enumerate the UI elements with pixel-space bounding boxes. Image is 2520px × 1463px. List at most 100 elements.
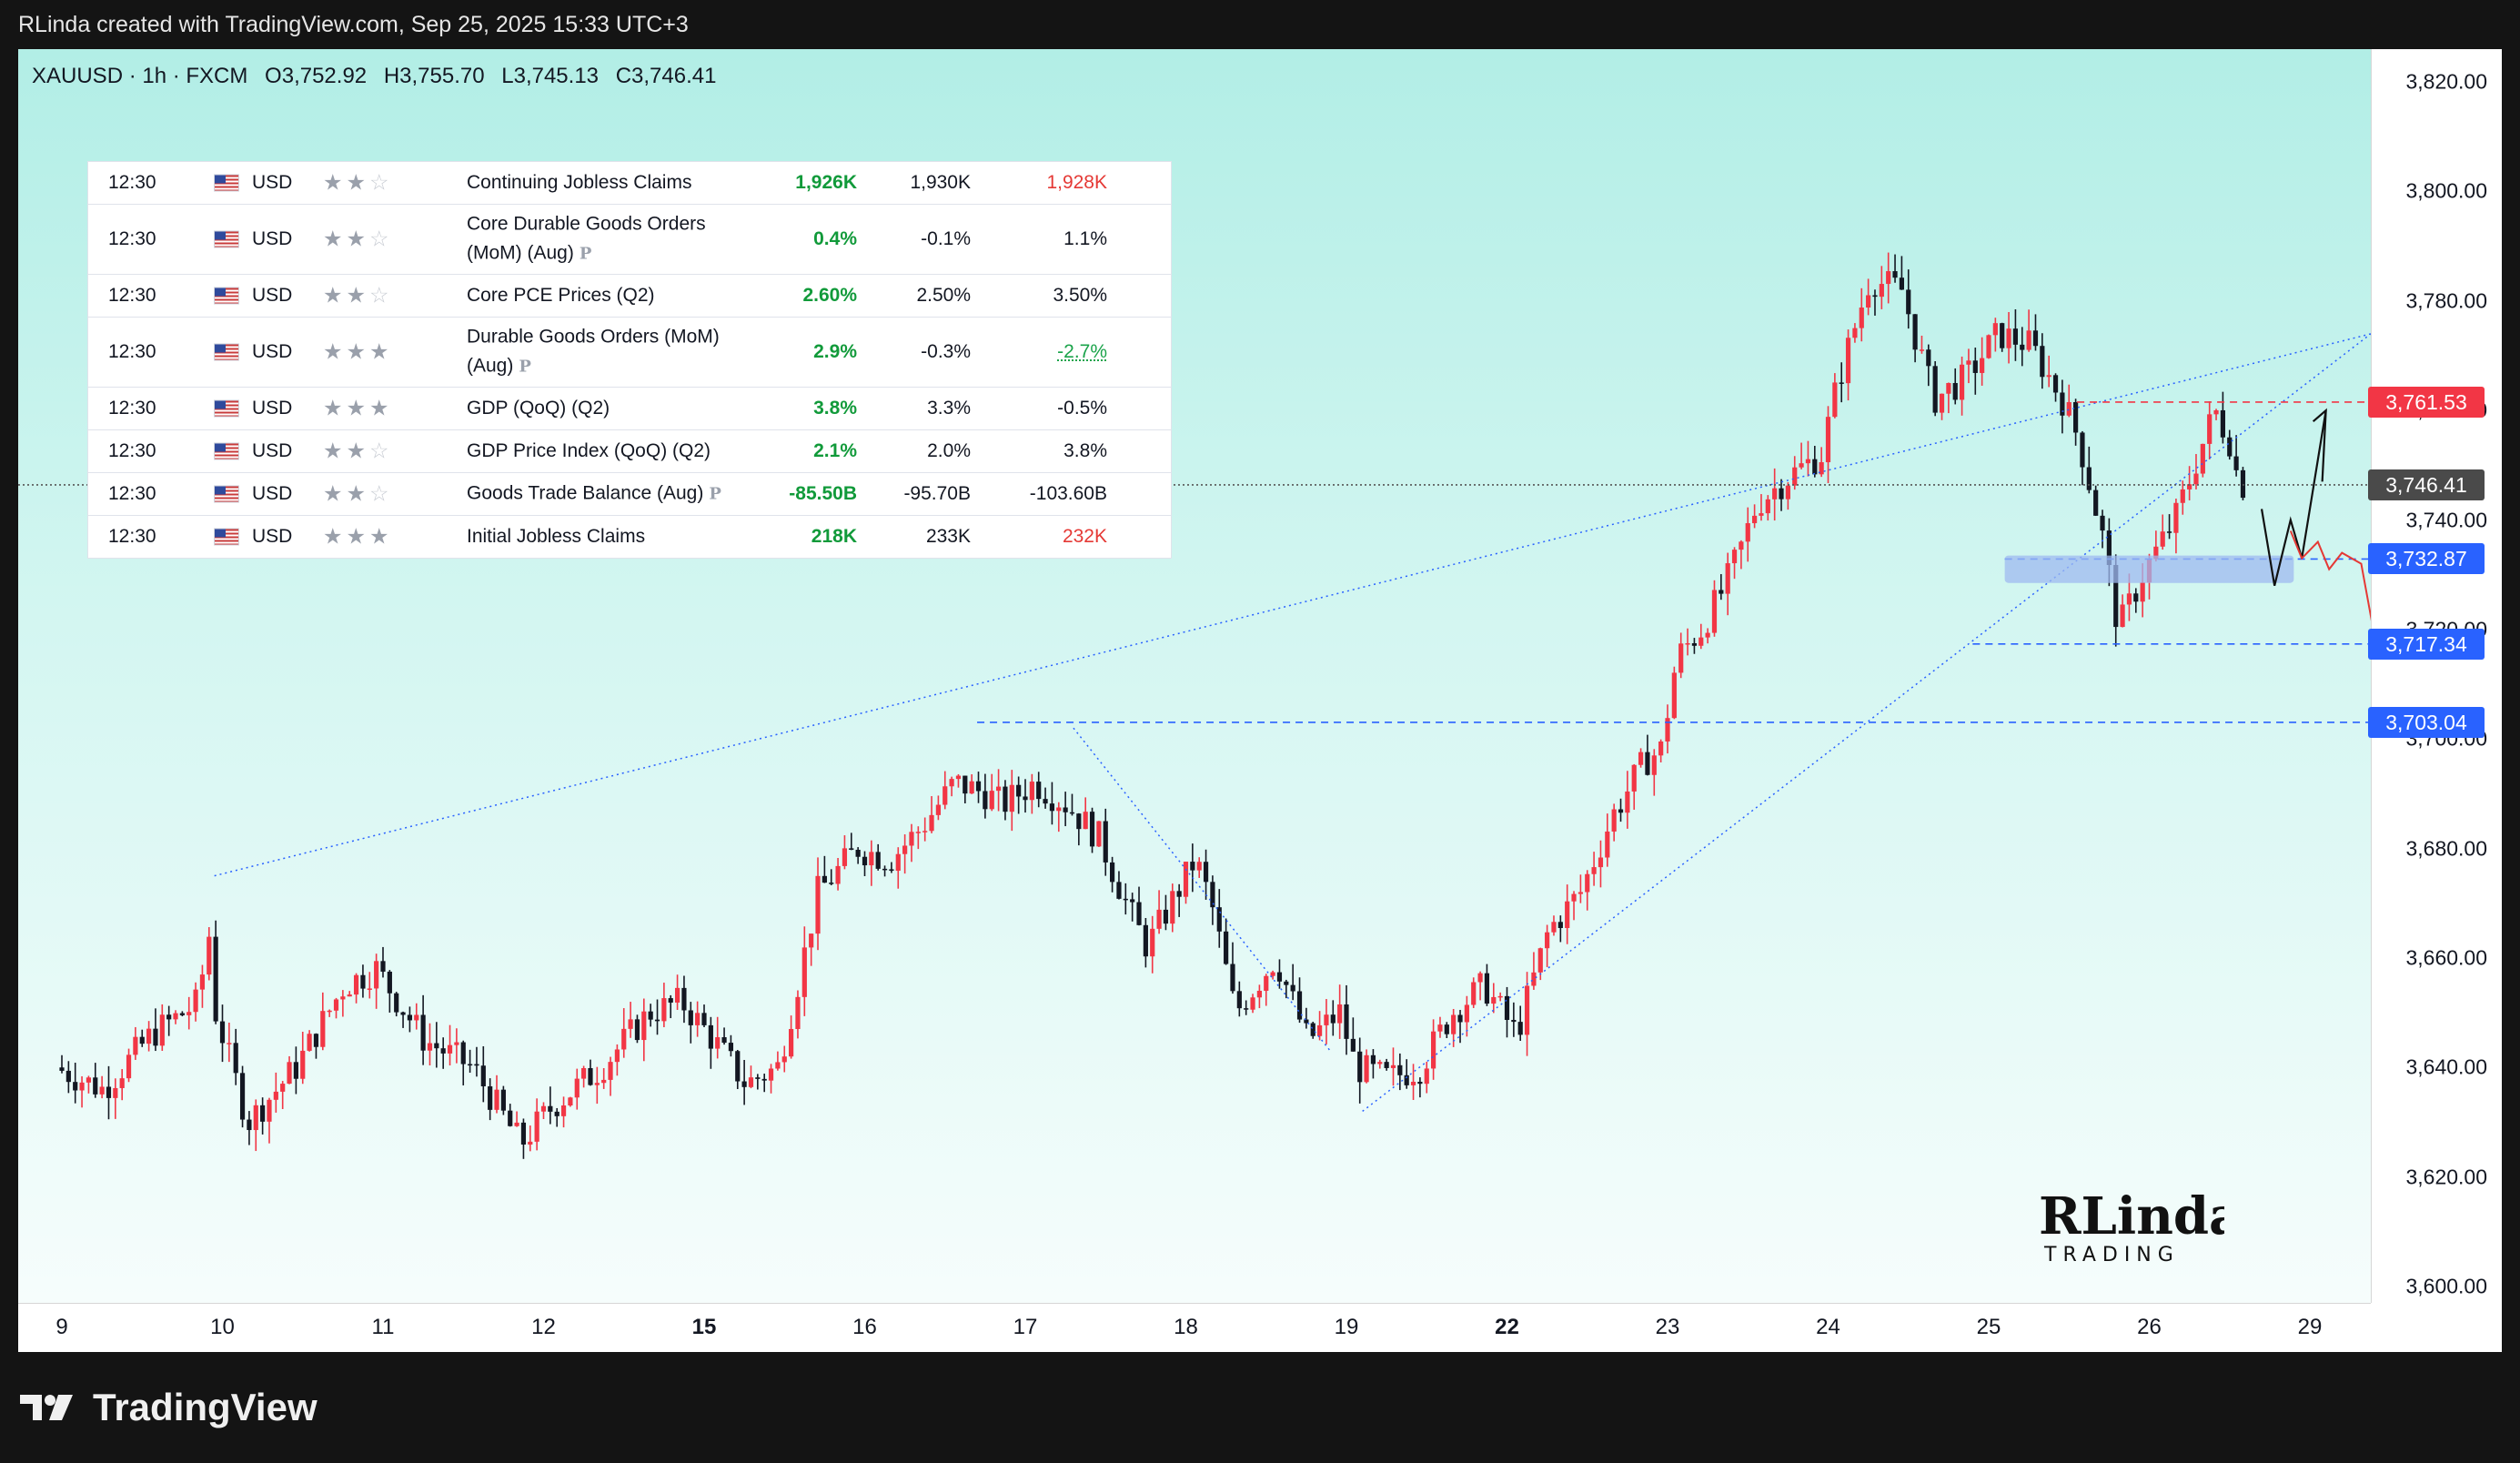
economic-events-table: 12:30 USD ★★☆ Continuing Jobless Claims 1,92… <box>87 161 1172 559</box>
candle-body <box>2187 484 2192 489</box>
candle-body <box>2200 443 2205 474</box>
candle-body <box>909 832 914 846</box>
candle-body <box>1357 1051 1363 1083</box>
candle-body <box>1096 821 1102 847</box>
candle-body <box>975 781 982 792</box>
candle-body <box>554 1111 559 1116</box>
candle-body <box>59 1067 65 1071</box>
candle-body <box>307 1034 312 1051</box>
price-label-current[interactable]: 3,746.41 <box>2368 469 2485 500</box>
event-name-text: Goods Trade Balance (Aug) <box>467 482 704 504</box>
event-row[interactable]: 12:30 USD ★★☆ GDP Price Index (QoQ) (Q2) 2.1… <box>88 430 1171 473</box>
price-axis[interactable]: 3,600.00 3,620.00 3,640.00 3,660.00 3,680.00… <box>2371 49 2502 1303</box>
price-label-support[interactable]: 3,703.04 <box>2368 706 2485 738</box>
price-label-support[interactable]: 3,732.87 <box>2368 543 2485 575</box>
candle-body <box>1792 467 1798 486</box>
candle-body <box>514 1122 519 1126</box>
candle-body <box>1216 907 1222 932</box>
candle-body <box>768 1068 774 1081</box>
candle-body <box>1330 1014 1336 1024</box>
event-row[interactable]: 12:30 USD ★★★ Initial Jobless Claims 218K 233… <box>88 516 1171 558</box>
star-icon: ★ <box>346 439 370 464</box>
candle-body <box>1839 382 1844 384</box>
candle-body <box>313 1034 319 1047</box>
candle-body <box>1296 991 1303 1020</box>
price-label-resistance[interactable]: 3,761.53 <box>2368 386 2485 418</box>
ohlc-close: C3,746.41 <box>615 64 717 88</box>
y-tick-label: 3,680.00 <box>2405 836 2487 861</box>
candle-body <box>1236 991 1242 1009</box>
candle-body <box>1196 862 1202 871</box>
rlinda-trading-logo: RLinda TRADING <box>2039 1186 2224 1266</box>
candle-body <box>1926 349 1931 367</box>
event-currency: USD <box>252 285 293 306</box>
event-previous: -103.60B <box>1029 483 1107 504</box>
event-actual: 3.8% <box>813 398 857 419</box>
candle-body <box>895 853 901 872</box>
candle-body <box>1852 328 1858 338</box>
candle-body <box>2066 401 2071 416</box>
candle-body <box>374 961 379 989</box>
event-previous: -2.7% <box>1057 341 1107 362</box>
event-row[interactable]: 12:30 USD ★★☆ Core Durable Goods Orders (Mo… <box>88 205 1171 275</box>
candle-body <box>1859 308 1864 328</box>
event-row[interactable]: 12:30 USD ★★☆ Core PCE Prices (Q2) 2.60% 2.50… <box>88 275 1171 318</box>
chart-frame: XAUUSD · 1h · FXCM O3,752.92 H3,755.70 L… <box>18 49 2502 1352</box>
candle-body <box>1805 459 1811 464</box>
event-previous: 3.8% <box>1063 440 1107 461</box>
ohlc-low: L3,745.13 <box>501 64 600 88</box>
y-tick-label: 3,800.00 <box>2405 178 2487 203</box>
candle-body <box>1397 1064 1403 1075</box>
event-currency: USD <box>252 483 293 504</box>
event-previous: 1.1% <box>1063 228 1107 249</box>
candle-body <box>1645 752 1650 775</box>
candle-body <box>2080 432 2085 468</box>
candle-body <box>2020 344 2025 350</box>
y-tick-label: 3,660.00 <box>2405 945 2487 970</box>
candle-body <box>969 781 974 794</box>
candle-body <box>79 1082 85 1091</box>
candle-body <box>273 1091 278 1100</box>
candle-body <box>1056 807 1062 812</box>
candle-body <box>1517 1022 1523 1035</box>
candle-body <box>320 1011 326 1047</box>
chart-canvas <box>18 252 2371 1159</box>
candle-body <box>601 1079 607 1084</box>
us-flag-icon <box>214 174 239 192</box>
y-tick-label: 3,780.00 <box>2405 288 2487 313</box>
candle-body <box>1545 932 1550 949</box>
candle-body <box>628 1019 633 1029</box>
candle-body <box>1625 791 1630 813</box>
candle-body <box>1651 755 1657 775</box>
preliminary-icon: P <box>709 484 721 504</box>
candle-body <box>1471 982 1477 1005</box>
event-time: 12:30 <box>108 285 156 306</box>
event-row[interactable]: 12:30 USD ★★☆ Goods Trade Balance (Aug) P -85… <box>88 473 1171 516</box>
candle-body <box>548 1105 553 1112</box>
event-currency: USD <box>252 526 293 547</box>
candle-body <box>1952 382 1958 400</box>
candle-body <box>1023 796 1028 801</box>
candle-body <box>1009 784 1014 812</box>
star-icon: ★ <box>369 396 393 421</box>
event-row[interactable]: 12:30 USD ★★☆ Continuing Jobless Claims 1,92… <box>88 162 1171 205</box>
symbol-name[interactable]: XAUUSD · 1h · FXCM <box>32 64 248 88</box>
event-row[interactable]: 12:30 USD ★★★ Durable Goods Orders (MoM) (A… <box>88 318 1171 388</box>
star-icon: ★ <box>346 283 370 308</box>
candle-body <box>1244 1008 1249 1010</box>
price-label-support[interactable]: 3,717.34 <box>2368 628 2485 660</box>
price-chart-pane[interactable]: XAUUSD · 1h · FXCM O3,752.92 H3,755.70 L… <box>18 49 2371 1303</box>
candle-body <box>2193 473 2199 485</box>
star-icon: ☆ <box>369 481 393 507</box>
candle-body <box>1069 812 1075 814</box>
candle-body <box>568 1097 573 1106</box>
event-row[interactable]: 12:30 USD ★★★ GDP (QoQ) (Q2) 3.8% 3.3% -0.5% <box>88 388 1171 430</box>
candle-body <box>1711 590 1718 633</box>
candle-body <box>1150 928 1155 957</box>
event-name: Initial Jobless Claims <box>467 522 758 551</box>
candle-body <box>1484 973 1490 1004</box>
time-axis[interactable]: 9 10 11 12 15 16 17 18 19 22 23 24 25 26 29 <box>18 1303 2371 1352</box>
event-name: Continuing Jobless Claims <box>467 168 758 197</box>
candle-body <box>454 1042 459 1045</box>
candle-body <box>193 989 198 1013</box>
